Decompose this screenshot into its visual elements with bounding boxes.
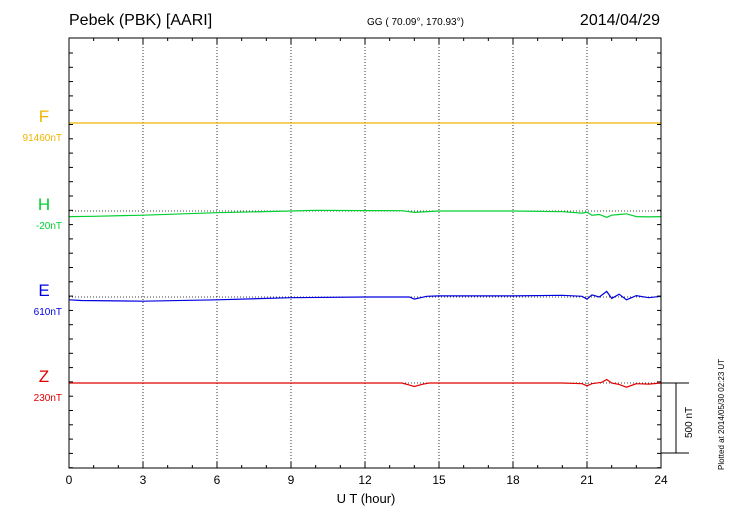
grid-lines	[142, 38, 588, 468]
chart-title-station: Pebek (PBK) [AARI]	[69, 12, 213, 29]
x-tick-label: 6	[214, 473, 221, 487]
channel-baseline-label-f: 91460nT	[23, 133, 62, 144]
series-line-e	[68, 290, 662, 302]
channel-baseline-label-h: -20nT	[36, 221, 62, 232]
x-tick-label: 0	[66, 473, 73, 487]
channel-name-z: Z	[39, 367, 49, 386]
chart-date: 2014/04/29	[579, 12, 660, 29]
x-ticks: 0 3 6 9 12 15 18 21 24	[66, 38, 668, 487]
channel-labels: F 91460nT H -20nT E 610nT Z 230nT	[23, 107, 62, 404]
x-tick-label: 3	[140, 473, 147, 487]
channel-baseline-label-z: 230nT	[34, 393, 62, 404]
scale-bar-label: 500 nT	[684, 407, 695, 438]
channel-name-h: H	[38, 195, 50, 214]
x-tick-label: 15	[432, 473, 446, 487]
scale-bar: 500 nT	[661, 382, 695, 454]
x-tick-label: 21	[580, 473, 594, 487]
x-tick-label: 12	[358, 473, 372, 487]
x-axis-label: U T (hour)	[337, 491, 396, 506]
x-tick-label: 24	[654, 473, 668, 487]
series-line-z	[69, 378, 662, 388]
channel-name-f: F	[39, 107, 49, 126]
channel-name-e: E	[38, 281, 49, 300]
y-tick-marks	[69, 52, 661, 469]
series-line-h	[68, 209, 662, 218]
x-tick-label: 9	[288, 473, 295, 487]
plot-frame	[68, 37, 662, 469]
x-tick-label: 18	[506, 473, 520, 487]
station-coordinates: GG ( 70.09°, 170.93°)	[367, 17, 464, 28]
channel-baseline-label-e: 610nT	[34, 307, 62, 318]
channel-traces	[68, 122, 662, 388]
